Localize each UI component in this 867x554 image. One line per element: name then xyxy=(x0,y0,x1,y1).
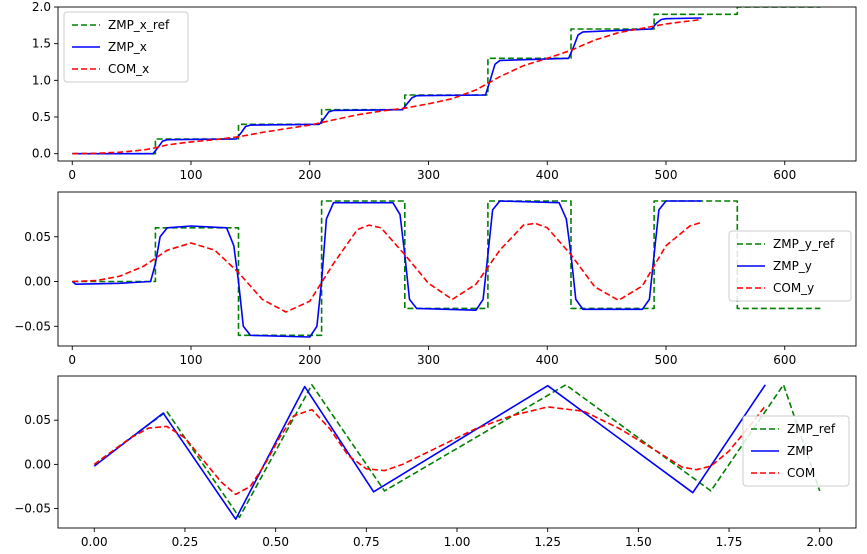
legend-label: ZMP_y_ref xyxy=(773,237,835,251)
y-tick-label: 0.05 xyxy=(24,413,51,427)
axes-frame xyxy=(57,191,857,347)
y-tick-label: 0.00 xyxy=(24,275,51,289)
legend-label: ZMP_ref xyxy=(787,422,836,436)
legend: ZMP_x_ref ZMP_x COM_x xyxy=(63,11,189,83)
series-line-zmp xyxy=(93,384,766,521)
x-tick-label: 300 xyxy=(417,353,440,367)
x-tick-label: 2.00 xyxy=(806,535,833,549)
y-tick-label: −0.05 xyxy=(14,502,51,516)
legend-label: ZMP_x_ref xyxy=(108,18,170,32)
x-tick-label: 100 xyxy=(180,353,203,367)
subplot-2: 0 100 200 300 400 500 600 −0.05 0.00 0.05 ZMP_y_re… xyxy=(14,191,857,367)
legend-box xyxy=(742,415,850,487)
legend-box xyxy=(63,11,189,83)
series-line-com xyxy=(93,405,766,496)
x-tick-label: 600 xyxy=(773,168,796,182)
x-tick-label: 0 xyxy=(68,353,76,367)
series-line-zmp-y xyxy=(71,200,702,338)
x-tick-label: 1.00 xyxy=(444,535,471,549)
y-tick-label: 1.5 xyxy=(32,37,51,51)
x-tick-label: 200 xyxy=(298,353,321,367)
x-tick-label: 500 xyxy=(655,168,678,182)
series-line-com-x xyxy=(72,18,702,155)
y-tick-label: −0.05 xyxy=(14,319,51,333)
legend-label: ZMP_y xyxy=(773,259,812,273)
series-line-com-y xyxy=(72,221,702,313)
x-tick-label: 1.50 xyxy=(625,535,652,549)
y-tick-label: 1.0 xyxy=(32,73,51,87)
x-tick-label: 1.25 xyxy=(534,535,561,549)
y-tick-label: 2.0 xyxy=(32,0,51,14)
series-line-zmp-y-ref xyxy=(72,200,821,337)
legend-box xyxy=(728,230,852,302)
legend-label: ZMP_x xyxy=(108,40,147,54)
axes-frame xyxy=(57,6,857,162)
y-tick-label: 0.5 xyxy=(32,110,51,124)
y-tick-label: 0.00 xyxy=(24,457,51,471)
subplot-1: 0 100 200 300 400 500 600 0.0 0.5 1.0 1.5 2.0 ZMP_x_… xyxy=(32,0,857,182)
x-tick-label: 300 xyxy=(417,168,440,182)
legend-label: COM_x xyxy=(108,62,149,76)
x-tick-label: 0 xyxy=(68,168,76,182)
x-tick-label: 1.75 xyxy=(716,535,743,549)
x-tick-label: 400 xyxy=(536,353,559,367)
subplots: 0 100 200 300 400 500 600 0.0 0.5 1.0 1.5 2.0 ZMP_x_… xyxy=(14,0,857,549)
x-tick-label: 0.50 xyxy=(262,535,289,549)
x-tick-label: 600 xyxy=(773,353,796,367)
legend-label: COM xyxy=(787,466,815,480)
legend: ZMP_y_ref ZMP_y COM_y xyxy=(728,230,852,302)
legend-label: ZMP xyxy=(787,444,813,458)
x-tick-label: 0.25 xyxy=(172,535,199,549)
x-tick-label: 200 xyxy=(298,168,321,182)
y-tick-label: 0.05 xyxy=(24,230,51,244)
x-tick-label: 0.75 xyxy=(353,535,380,549)
x-tick-label: 400 xyxy=(536,168,559,182)
x-tick-label: 500 xyxy=(655,353,678,367)
subplot-3: 0.00 0.25 0.50 0.75 1.00 1.25 1.50 1.75 2.00 −0.0… xyxy=(14,375,857,549)
y-tick-label: 0.0 xyxy=(32,147,51,161)
legend: ZMP_ref ZMP COM xyxy=(742,415,850,487)
x-tick-label: 0.00 xyxy=(81,535,108,549)
x-tick-label: 100 xyxy=(180,168,203,182)
legend-label: COM_y xyxy=(773,281,814,295)
